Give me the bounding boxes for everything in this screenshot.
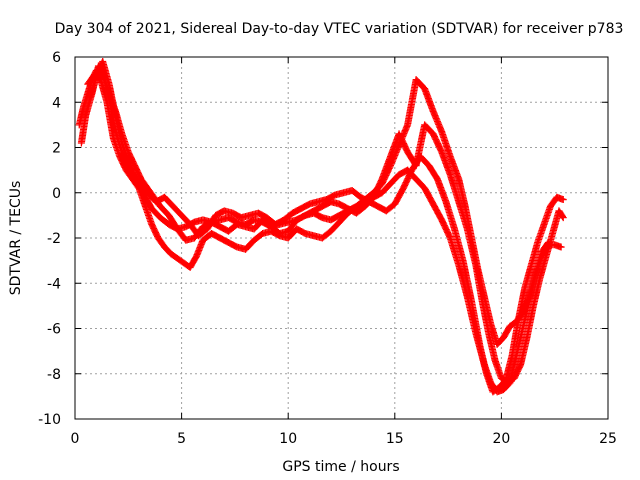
y-tick-label: 0: [52, 186, 61, 202]
x-tick-label: 5: [177, 431, 186, 447]
x-tick-label: 15: [386, 431, 404, 447]
data-point: [559, 214, 567, 222]
y-axis-label: SDTVAR / TECUs: [8, 181, 24, 296]
x-tick-label: 25: [599, 431, 617, 447]
y-tick-label: 4: [52, 95, 61, 111]
y-tick-label: 6: [52, 50, 61, 66]
data-series-track-d: [86, 62, 567, 387]
y-tick-label: -2: [47, 231, 61, 247]
chart-title: Day 304 of 2021, Sidereal Day-to-day VTE…: [55, 21, 624, 37]
x-axis-label: GPS time / hours: [282, 459, 399, 475]
data-points: [75, 58, 567, 396]
y-tick-label: 2: [52, 141, 61, 157]
data-series-track-c: [84, 71, 552, 396]
plot-frame: [74, 56, 609, 420]
axis-ticks: 0 5 10 15 20 25 -10 -8 -6 -4 -2 0 2 4 6: [38, 50, 617, 447]
data-point: [559, 196, 567, 204]
x-tick-label: 20: [492, 431, 510, 447]
y-tick-label: -10: [38, 412, 61, 428]
data-point: [557, 243, 565, 251]
y-tick-label: -6: [47, 322, 61, 338]
x-tick-label: 10: [279, 431, 297, 447]
x-tick-label: 0: [71, 431, 80, 447]
data-point: [559, 213, 567, 221]
y-tick-label: -8: [47, 367, 61, 383]
y-tick-label: -4: [47, 276, 61, 292]
